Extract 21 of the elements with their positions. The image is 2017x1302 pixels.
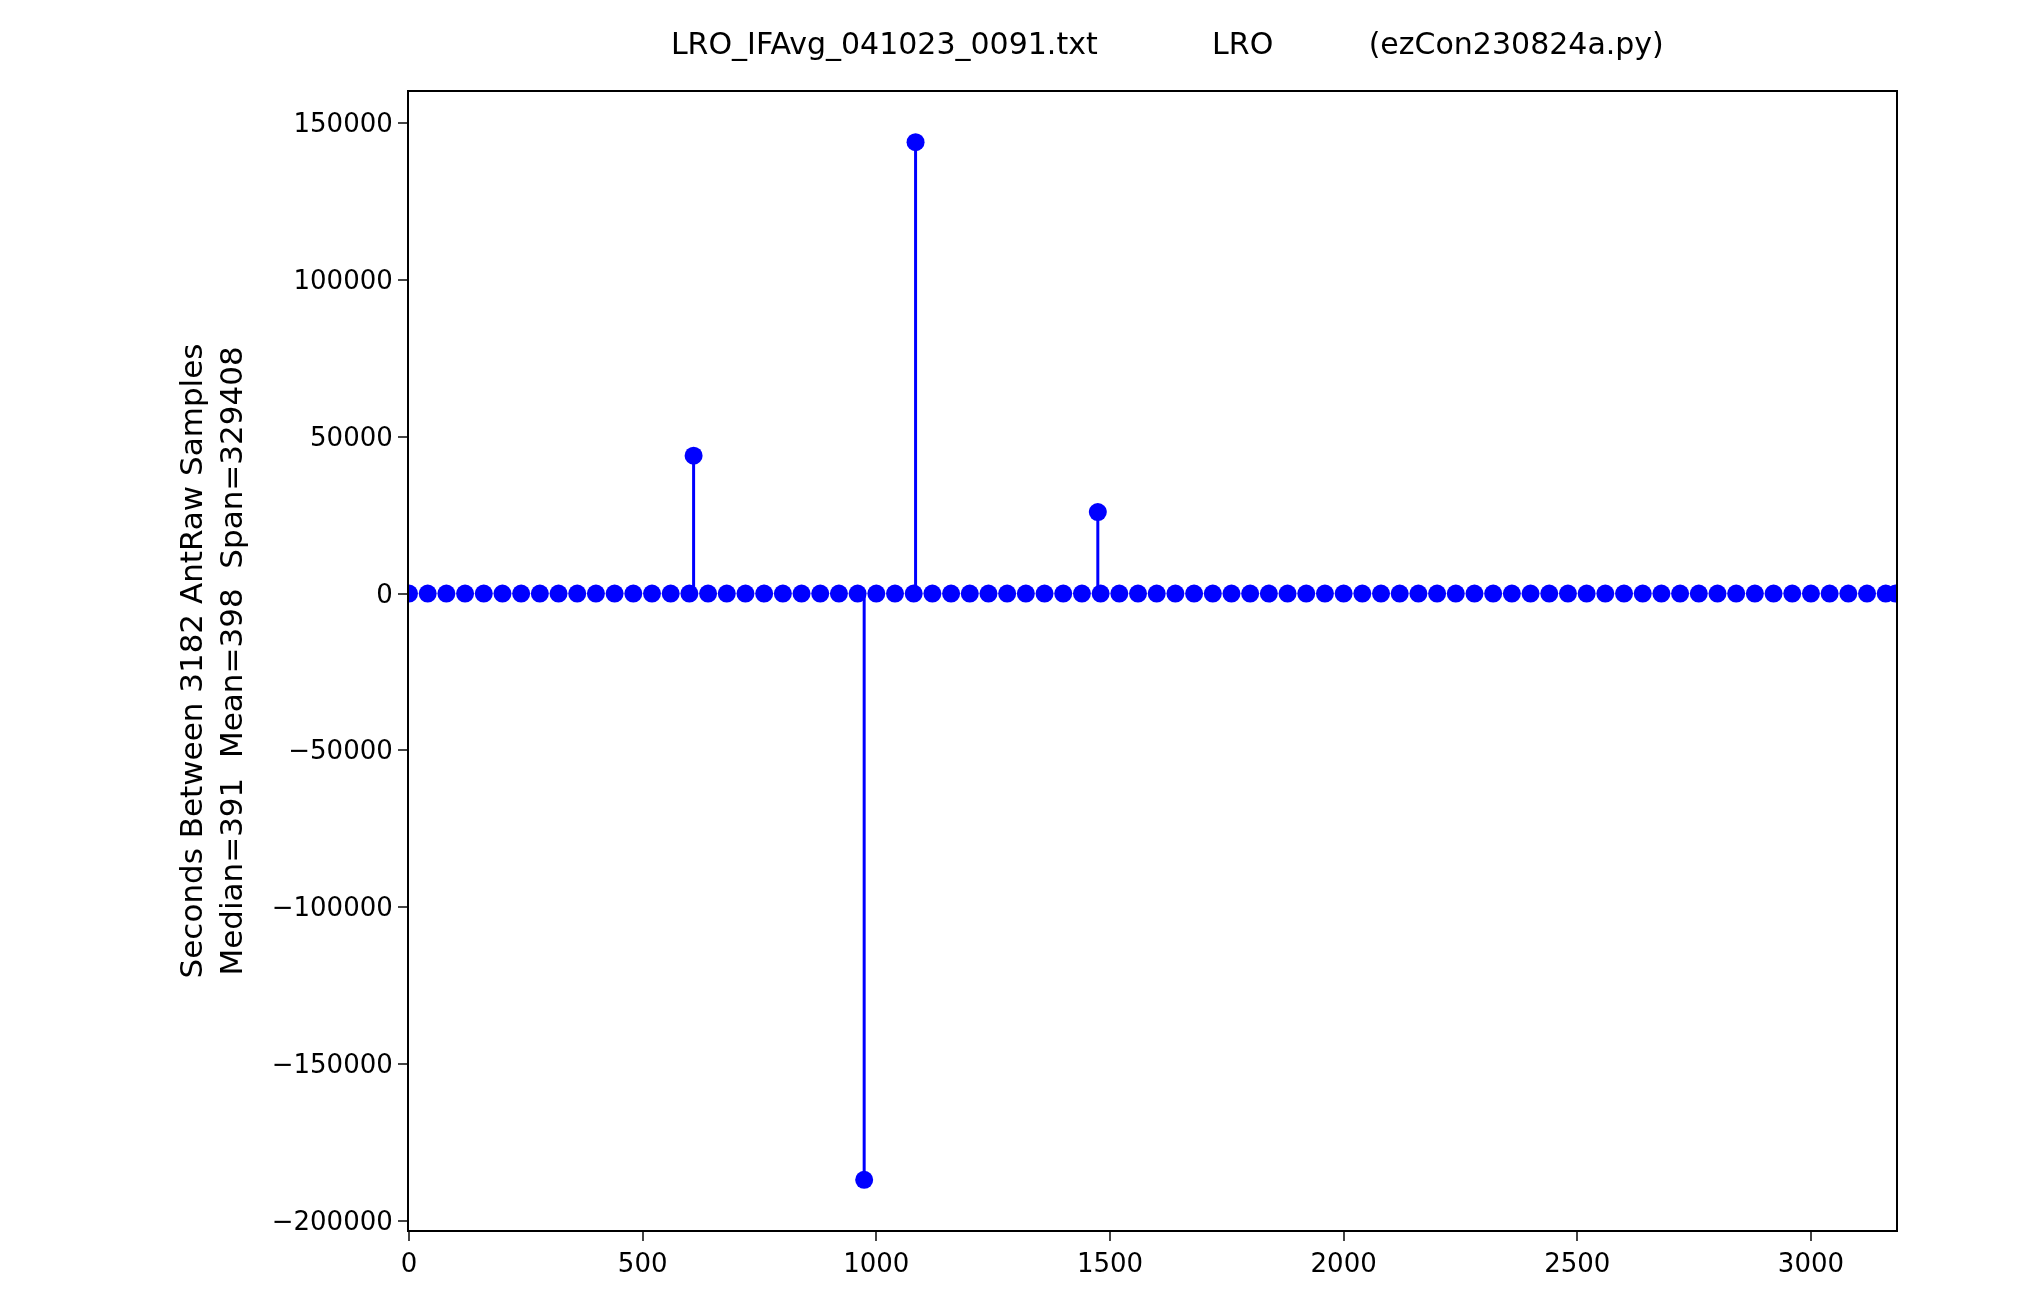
y-axis-title: Seconds Between 3182 AntRaw Samples Median=391 Mean=398 Span=329408 — [172, 343, 249, 979]
x-tick-label: 1500 — [1076, 1248, 1144, 1279]
y-tick-label: 0 — [376, 578, 393, 609]
y-tick-label: −150000 — [271, 1048, 393, 1079]
point — [1088, 503, 1107, 522]
x-tick-label: 2500 — [1544, 1248, 1611, 1279]
x-tick-label: 2000 — [1310, 1248, 1377, 1279]
point — [855, 1170, 874, 1189]
x-tick-label: 500 — [617, 1248, 668, 1279]
x-tick-label: 0 — [400, 1248, 418, 1279]
x-tick-label: 1000 — [843, 1248, 910, 1279]
y-tick-label: −200000 — [271, 1205, 393, 1236]
x-tick-label: 3000 — [1777, 1248, 1845, 1279]
point — [906, 133, 925, 152]
y-tick-label: −100000 — [271, 892, 393, 923]
y-tick-label: 100000 — [293, 265, 393, 296]
y-tick-label: −50000 — [288, 735, 393, 766]
chart-title: LRO_IFAvg_041023_0091.txt LRO (ezCon230824a.py) — [670, 25, 1664, 61]
point — [684, 446, 703, 465]
y-tick-label: 50000 — [310, 421, 393, 452]
y-tick-label: 150000 — [293, 108, 393, 139]
